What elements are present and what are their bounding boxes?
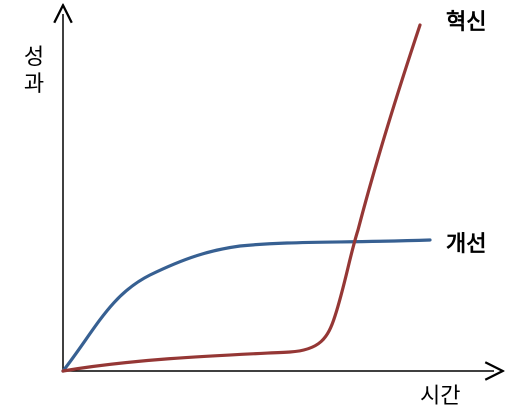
y-axis-label: 성과 <box>23 45 45 97</box>
innovation-curve <box>61 23 422 373</box>
innovation-label: 혁신 <box>446 10 487 35</box>
improvement-label: 개선 <box>446 232 487 257</box>
improvement-curve <box>61 238 432 373</box>
x-axis-label: 시간 <box>420 384 461 409</box>
